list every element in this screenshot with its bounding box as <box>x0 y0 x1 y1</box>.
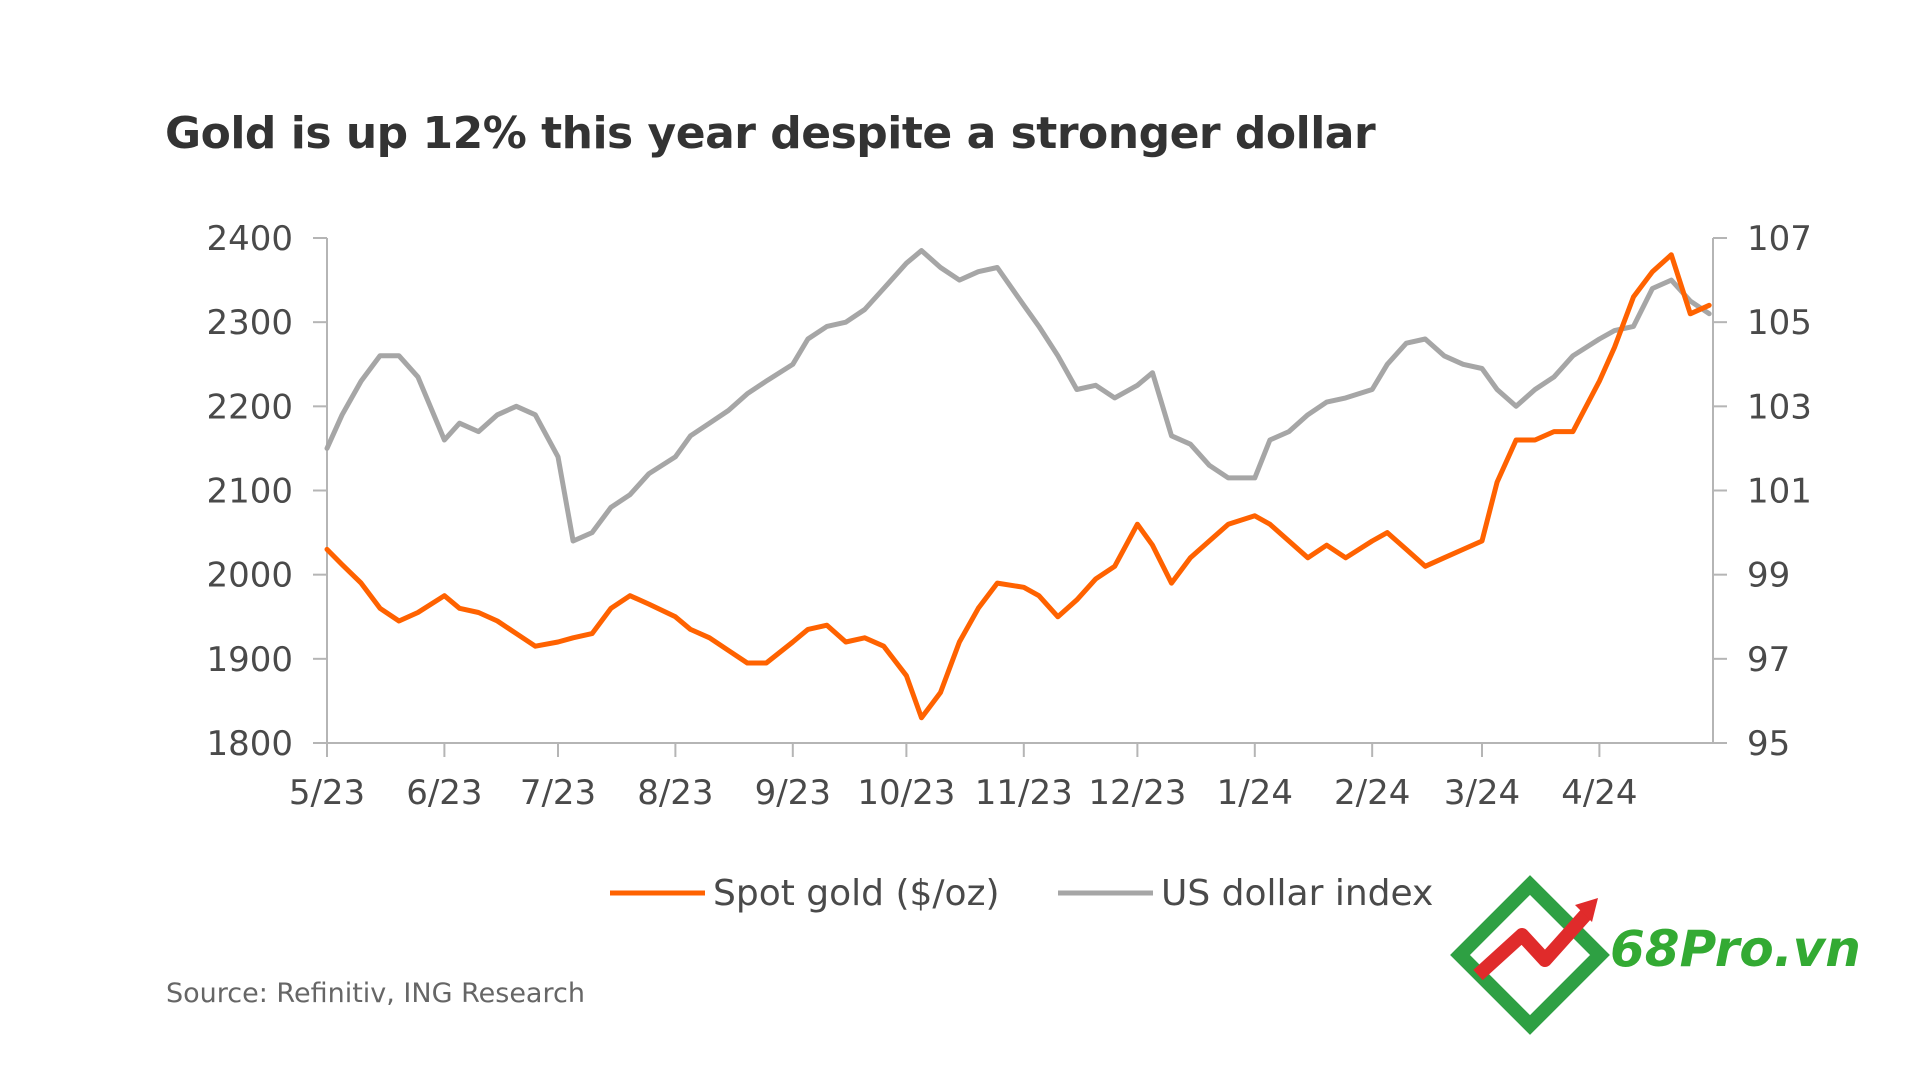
chart-source: Source: Refinitiv, ING Research <box>166 978 585 1009</box>
x-tick-label: 3/24 <box>1444 773 1520 813</box>
chart-title: Gold is up 12% this year despite a stron… <box>165 108 1376 159</box>
right-y-axis: 95 97 99 101 103 105 107 <box>1713 219 1812 764</box>
left-tick-label: 2000 <box>206 556 293 596</box>
brand-watermark: 68Pro.vn <box>1610 920 1861 978</box>
x-tick-label: 10/23 <box>857 773 955 813</box>
chart-frame <box>326 238 1714 744</box>
x-tick-label: 7/23 <box>520 773 596 813</box>
left-tick-label: 1900 <box>206 640 293 680</box>
x-tick-label: 1/24 <box>1217 773 1293 813</box>
x-tick-label: 8/23 <box>637 773 713 813</box>
x-tick-label: 6/23 <box>406 773 482 813</box>
left-y-axis: 1800 1900 2000 2100 2200 2300 2400 <box>206 219 327 764</box>
x-tick-label: 11/23 <box>975 773 1073 813</box>
legend-label-gold: Spot gold ($/oz) <box>713 873 1000 914</box>
x-tick-label: 12/23 <box>1088 773 1186 813</box>
x-tick-label: 2/24 <box>1334 773 1410 813</box>
left-tick-label: 2100 <box>206 472 293 512</box>
series-line-us-dollar-index <box>324 248 1712 544</box>
right-tick-label: 99 <box>1747 556 1790 596</box>
right-tick-label: 103 <box>1747 387 1812 427</box>
x-tick-label: 5/23 <box>289 773 365 813</box>
right-tick-label: 105 <box>1747 303 1812 343</box>
right-tick-label: 101 <box>1747 472 1812 512</box>
x-axis: 5/23 6/23 7/23 8/23 9/23 10/23 11/23 12/23 1/24 2… <box>289 743 1638 813</box>
x-tick-label: 4/24 <box>1561 773 1637 813</box>
left-tick-label: 2200 <box>206 387 293 427</box>
series-line-spot-gold <box>324 252 1712 721</box>
left-tick-label: 2300 <box>206 303 293 343</box>
plot-area <box>324 248 1712 721</box>
x-tick-label: 9/23 <box>755 773 831 813</box>
right-tick-label: 97 <box>1747 640 1790 680</box>
legend-label-dollar: US dollar index <box>1161 873 1433 914</box>
right-tick-label: 95 <box>1747 724 1790 764</box>
right-tick-label: 107 <box>1747 219 1812 259</box>
left-tick-label: 1800 <box>206 724 293 764</box>
brand-logo-icon <box>1450 875 1610 1035</box>
left-tick-label: 2400 <box>206 219 293 259</box>
